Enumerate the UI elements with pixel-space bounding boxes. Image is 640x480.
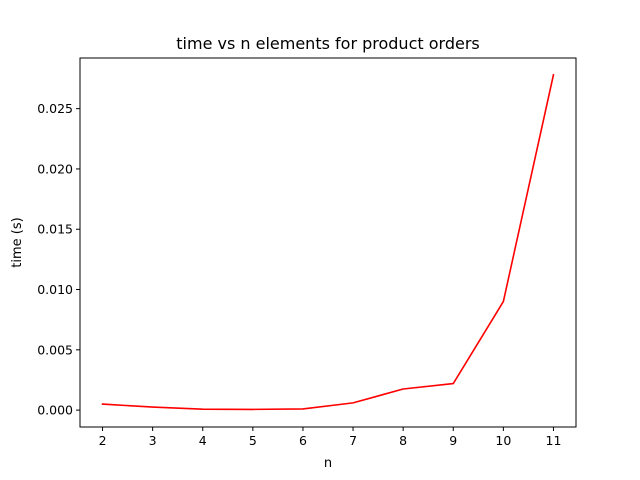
chart-title: time vs n elements for product orders: [176, 34, 479, 53]
plot-area-frame: [79, 57, 577, 428]
x-tick-label: 5: [249, 433, 257, 448]
y-tick-label: 0.000: [37, 403, 73, 418]
x-tick-label: 2: [99, 433, 107, 448]
x-tick-label: 10: [495, 433, 511, 448]
y-tick-label: 0.005: [37, 342, 73, 357]
y-tick-label: 0.010: [37, 282, 73, 297]
x-tick-label: 7: [349, 433, 357, 448]
y-axis-label: time (s): [10, 217, 25, 267]
y-tick-label: 0.015: [37, 222, 73, 237]
x-tick-label: 6: [299, 433, 307, 448]
x-tick-label: 3: [149, 433, 157, 448]
x-tick-label: 9: [449, 433, 457, 448]
x-tick-label: 11: [546, 433, 562, 448]
y-axis-ticks: 0.000 0.005 0.010 0.015 0.020 0.025: [37, 101, 80, 418]
x-tick-label: 8: [399, 433, 407, 448]
x-axis-ticks: 2 3 4 5 6 7 8 9 10 11: [99, 427, 562, 448]
y-tick-label: 0.025: [37, 101, 73, 116]
x-tick-label: 4: [199, 433, 207, 448]
series-layer: [101, 73, 555, 411]
x-axis-label: n: [324, 456, 332, 471]
y-tick-label: 0.020: [37, 161, 73, 176]
series-line-0: [101, 73, 555, 411]
